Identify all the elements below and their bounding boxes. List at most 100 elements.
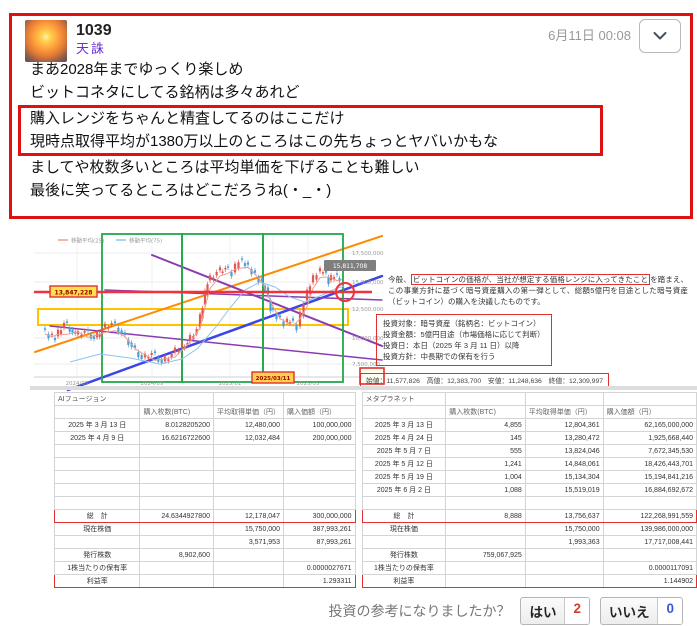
table-cell <box>282 470 356 484</box>
red-circle-annotation <box>335 282 355 302</box>
table-cell: 12,804,361 <box>524 418 604 432</box>
feedback-bar: 投資の参考になりましたか？ はい 2 いいえ 0 <box>328 597 683 625</box>
table-cell: 387,993,261 <box>282 522 356 536</box>
yellow-range-box <box>37 308 349 326</box>
table-cell: 利益率 <box>361 574 447 588</box>
table-row: 購入枚数(BTC) 平均取得単価（円） 購入価額（円） <box>361 405 697 419</box>
table-cell: 1,241 <box>445 457 526 471</box>
legend-label: 移動平均(75) <box>129 237 162 245</box>
no-button[interactable]: いいえ 0 <box>599 597 683 625</box>
table-cell: 1株当たりの保有率 <box>53 561 141 575</box>
column-header <box>361 405 447 419</box>
yes-count: 2 <box>564 598 589 624</box>
table-cell: 1,925,668,440 <box>602 431 697 445</box>
table-cell <box>53 535 141 549</box>
attached-image[interactable]: 13,847,228 17,500,000 15,000,000 12,500,000… <box>30 228 697 590</box>
table-cell: 18,426,443,701 <box>602 457 697 471</box>
table-cell <box>212 574 284 588</box>
table-cell: 145 <box>445 431 526 445</box>
table-cell: 13,756,637 <box>524 509 604 523</box>
trend-line <box>66 274 384 392</box>
table-row: 2025 年 3 月 13 日 4,855 12,804,361 62,165,000… <box>361 418 697 432</box>
user-badge: 天誅 <box>76 41 107 56</box>
table-cell: 総 計 <box>361 509 447 523</box>
table-cell: 2025 年 5 月 7 日 <box>361 444 447 458</box>
table-row: メタプラネット <box>361 392 697 406</box>
table-cell: 0.0000117091 <box>602 561 697 575</box>
column-header: 購入価額（円） <box>282 405 356 419</box>
timestamp: 6月11日 00:08 <box>548 28 631 43</box>
table-row: 現在株価 15,750,000 387,993,261 <box>53 522 356 536</box>
paragraph-highlight: ビットコインの価格が、当社が想定する価格レンジに入ってきたこと <box>410 274 651 285</box>
table-cell <box>139 522 214 536</box>
table-row: 総 計 24.6344927800 12,178,047 300,000,000 <box>53 509 356 523</box>
column-header: 購入価額（円） <box>602 405 697 419</box>
x-axis-label: 2024/05 <box>66 381 89 387</box>
table-cell: 12,032,484 <box>212 431 284 445</box>
table-cell: 100,000,000 <box>282 418 356 432</box>
comment-line: 最後に笑ってるところはどこだろうね(・_・) <box>30 181 332 199</box>
table-cell <box>445 561 526 575</box>
table-cell <box>212 470 284 484</box>
investment-info-box: 投資対象：暗号資産（銘柄名：ビットコイン） 投資金額：5億円目途（市場価格に応じ… <box>376 314 552 366</box>
table-row: 発行株数 8,902,600 <box>53 548 356 562</box>
table-cell <box>524 548 604 562</box>
comment-text: まあ2028年までゆっくり楽しめ ビットコネタにしてる銘柄は多々あれど 購入レン… <box>18 59 680 202</box>
table-cell: 2025 年 6 月 2 日 <box>361 483 447 497</box>
table-cell <box>139 535 214 549</box>
paragraph-pre: 今般、 <box>388 275 411 284</box>
table-cell <box>139 483 214 497</box>
user-info: 1039 天誅 <box>76 20 112 58</box>
table-cell: 15,750,000 <box>212 522 284 536</box>
table-cell <box>212 496 284 510</box>
holdings-table-metaplanet: メタプラネット 購入枚数(BTC) 平均取得単価（円） 購入価額（円） 2025 年 3… <box>361 392 697 588</box>
table-cell: 2025 年 3 月 13 日 <box>53 418 141 432</box>
table-row: 総 計 8,888 13,756,637 122,268,991,559 <box>361 509 697 523</box>
table-cell <box>139 561 214 575</box>
table-cell: 2025 年 4 月 9 日 <box>53 431 141 445</box>
ma75-line <box>69 281 345 365</box>
table-cell <box>524 561 604 575</box>
table-cell: 現在株価 <box>361 522 447 536</box>
info-line: 投資方針：中長期での保有を行う <box>383 352 496 361</box>
table-row: 2025 年 5 月 7 日 555 13,824,046 7,672,345,530 <box>361 444 697 458</box>
table-row <box>53 483 356 497</box>
table-row: 2025 年 5 月 19 日 1,004 15,134,304 15,194,841… <box>361 470 697 484</box>
avatar[interactable] <box>25 20 67 62</box>
info-line: 投資対象：暗号資産（銘柄名：ビットコイン） <box>383 319 541 328</box>
table-cell: 16.6216722600 <box>139 431 214 445</box>
table-cell: 2025 年 3 月 13 日 <box>361 418 447 432</box>
chevron-down-icon <box>653 32 667 40</box>
announcement-block: 今般、 ビットコインの価格が、当社が想定する価格レンジに入ってきたこと を踏まえ、こ… <box>360 274 697 390</box>
table-cell <box>212 457 284 471</box>
table-cell <box>445 522 526 536</box>
table-cell <box>524 496 604 510</box>
column-header: 平均取得単価（円） <box>524 405 604 419</box>
table-cell: 1,004 <box>445 470 526 484</box>
x-axis-label: 2024/09 <box>141 381 164 387</box>
table-row <box>361 496 697 510</box>
table-cell <box>282 496 356 510</box>
comment-line: ましてや枚数多いところは平均単価を下げることも難しい <box>30 159 420 176</box>
username[interactable]: 1039 <box>76 22 112 39</box>
table-row: 現在株価 15,750,000 139,986,000,000 <box>361 522 697 536</box>
column-header: 購入枚数(BTC) <box>445 405 526 419</box>
table-row: 利益率 1.293311 <box>53 574 356 588</box>
table-row: 1株当たりの保有率 0.0000117091 <box>361 561 697 575</box>
holdings-tables: AIフュージョン 購入枚数(BTC) 平均取得単価（円） 購入価額（円） 2025 年 … <box>53 392 697 588</box>
info-line: 投資日：本日（2025 年 3 月 11 日）以降 <box>383 341 520 350</box>
table-row <box>53 496 356 510</box>
table-cell <box>282 483 356 497</box>
comment-menu-button[interactable] <box>639 19 681 53</box>
table-cell: 759,067,925 <box>445 548 526 562</box>
yes-button[interactable]: はい 2 <box>520 597 590 625</box>
table-cell <box>282 457 356 471</box>
table-cell: 1.144902 <box>602 574 697 588</box>
y-axis-label: 15,000,000 <box>352 280 384 286</box>
table-row: 2025 年 3 月 13 日 8.0128205200 12,480,000 100… <box>53 418 356 432</box>
table-row: 3,571,953 87,993,261 <box>53 535 356 549</box>
table-cell: 300,000,000 <box>282 509 356 523</box>
table-row: 2025 年 5 月 12 日 1,241 14,848,061 18,426,443… <box>361 457 697 471</box>
table-cell: 62,165,000,000 <box>602 418 697 432</box>
table-cell <box>524 392 604 406</box>
